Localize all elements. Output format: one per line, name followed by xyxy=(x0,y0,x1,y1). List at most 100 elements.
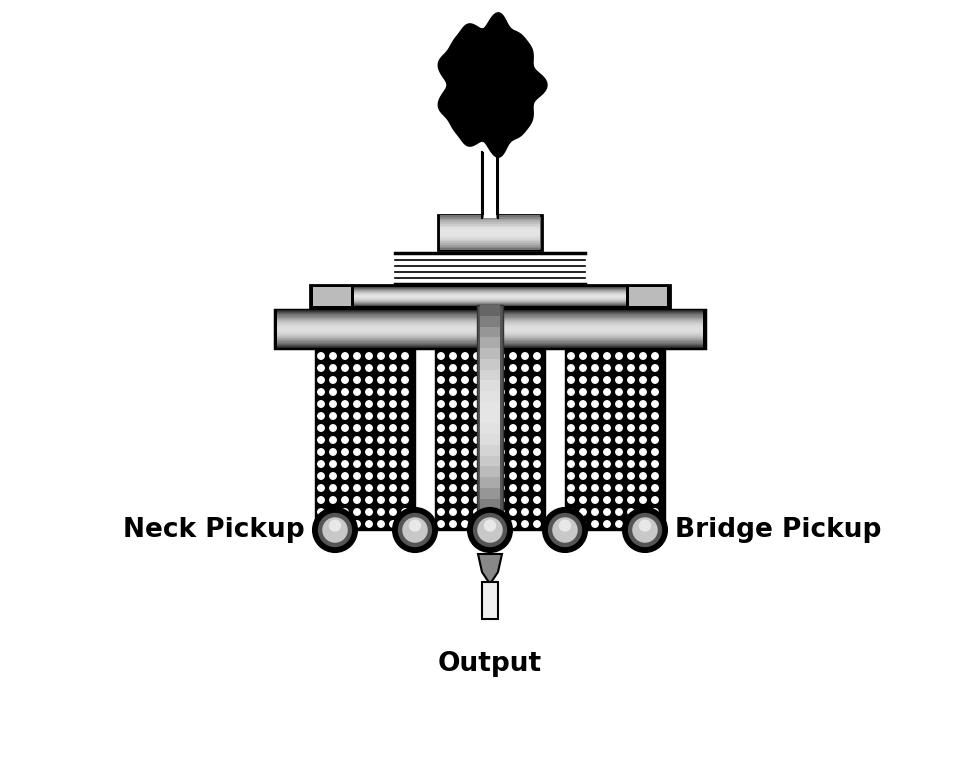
Circle shape xyxy=(521,389,528,395)
Circle shape xyxy=(510,401,516,407)
Circle shape xyxy=(354,425,361,431)
Circle shape xyxy=(628,377,634,384)
Bar xyxy=(354,300,626,301)
Bar xyxy=(354,287,626,288)
Circle shape xyxy=(580,497,586,503)
Circle shape xyxy=(548,513,582,547)
Circle shape xyxy=(473,509,480,515)
Circle shape xyxy=(498,353,505,359)
Bar xyxy=(435,348,545,530)
Circle shape xyxy=(604,509,611,515)
Circle shape xyxy=(462,353,468,359)
Circle shape xyxy=(628,365,634,371)
Circle shape xyxy=(438,472,444,479)
Circle shape xyxy=(615,472,622,479)
Circle shape xyxy=(342,401,348,407)
Circle shape xyxy=(615,485,622,491)
Circle shape xyxy=(615,377,622,384)
Circle shape xyxy=(628,472,634,479)
Circle shape xyxy=(390,509,396,515)
Circle shape xyxy=(366,497,372,503)
Circle shape xyxy=(628,413,634,420)
Circle shape xyxy=(450,461,457,467)
Bar xyxy=(354,299,626,301)
Circle shape xyxy=(438,521,444,527)
Circle shape xyxy=(318,365,324,371)
Circle shape xyxy=(438,401,444,407)
Circle shape xyxy=(534,461,540,467)
Circle shape xyxy=(640,521,646,527)
Bar xyxy=(480,315,500,327)
Circle shape xyxy=(329,521,336,527)
Circle shape xyxy=(462,413,468,420)
Circle shape xyxy=(318,485,324,491)
Circle shape xyxy=(390,497,396,503)
Circle shape xyxy=(604,353,611,359)
Bar xyxy=(440,225,540,227)
Circle shape xyxy=(318,353,324,359)
Bar xyxy=(440,218,540,220)
Bar xyxy=(277,318,703,320)
Circle shape xyxy=(438,436,444,443)
Circle shape xyxy=(592,413,598,420)
Circle shape xyxy=(329,401,336,407)
Circle shape xyxy=(652,472,659,479)
Circle shape xyxy=(628,353,634,359)
Circle shape xyxy=(534,472,540,479)
Circle shape xyxy=(390,449,396,456)
Circle shape xyxy=(318,413,324,420)
Circle shape xyxy=(366,353,372,359)
Circle shape xyxy=(354,436,361,443)
Circle shape xyxy=(652,509,659,515)
Circle shape xyxy=(438,365,444,371)
Circle shape xyxy=(462,365,468,371)
Circle shape xyxy=(534,497,540,503)
Circle shape xyxy=(652,389,659,395)
Circle shape xyxy=(329,353,336,359)
Circle shape xyxy=(402,436,409,443)
Circle shape xyxy=(580,461,586,467)
Bar xyxy=(354,295,626,297)
Circle shape xyxy=(473,497,480,503)
Bar xyxy=(484,152,496,218)
Circle shape xyxy=(450,401,457,407)
Circle shape xyxy=(402,509,409,515)
Circle shape xyxy=(580,413,586,420)
Circle shape xyxy=(438,353,444,359)
Circle shape xyxy=(615,436,622,443)
Circle shape xyxy=(580,353,586,359)
Bar xyxy=(440,235,540,238)
Circle shape xyxy=(354,497,361,503)
Circle shape xyxy=(402,472,409,479)
Circle shape xyxy=(462,449,468,456)
Circle shape xyxy=(342,521,348,527)
Bar xyxy=(565,348,665,530)
Circle shape xyxy=(567,413,574,420)
Circle shape xyxy=(498,449,505,456)
Circle shape xyxy=(498,377,505,384)
Circle shape xyxy=(640,413,646,420)
Bar xyxy=(440,237,540,239)
Circle shape xyxy=(592,425,598,431)
Bar xyxy=(440,246,540,249)
Circle shape xyxy=(377,413,384,420)
Circle shape xyxy=(390,485,396,491)
Bar xyxy=(480,509,500,520)
Text: Neck Pickup: Neck Pickup xyxy=(123,517,305,543)
Circle shape xyxy=(354,509,361,515)
Circle shape xyxy=(534,436,540,443)
Circle shape xyxy=(615,401,622,407)
Bar xyxy=(480,423,500,434)
Bar xyxy=(480,347,500,359)
Circle shape xyxy=(398,513,432,547)
Circle shape xyxy=(390,389,396,395)
Circle shape xyxy=(450,413,457,420)
Bar xyxy=(440,230,540,232)
Circle shape xyxy=(402,521,409,527)
Circle shape xyxy=(468,508,512,552)
Circle shape xyxy=(366,377,372,384)
Circle shape xyxy=(615,521,622,527)
Circle shape xyxy=(559,519,571,532)
Circle shape xyxy=(354,472,361,479)
Bar xyxy=(480,337,500,348)
